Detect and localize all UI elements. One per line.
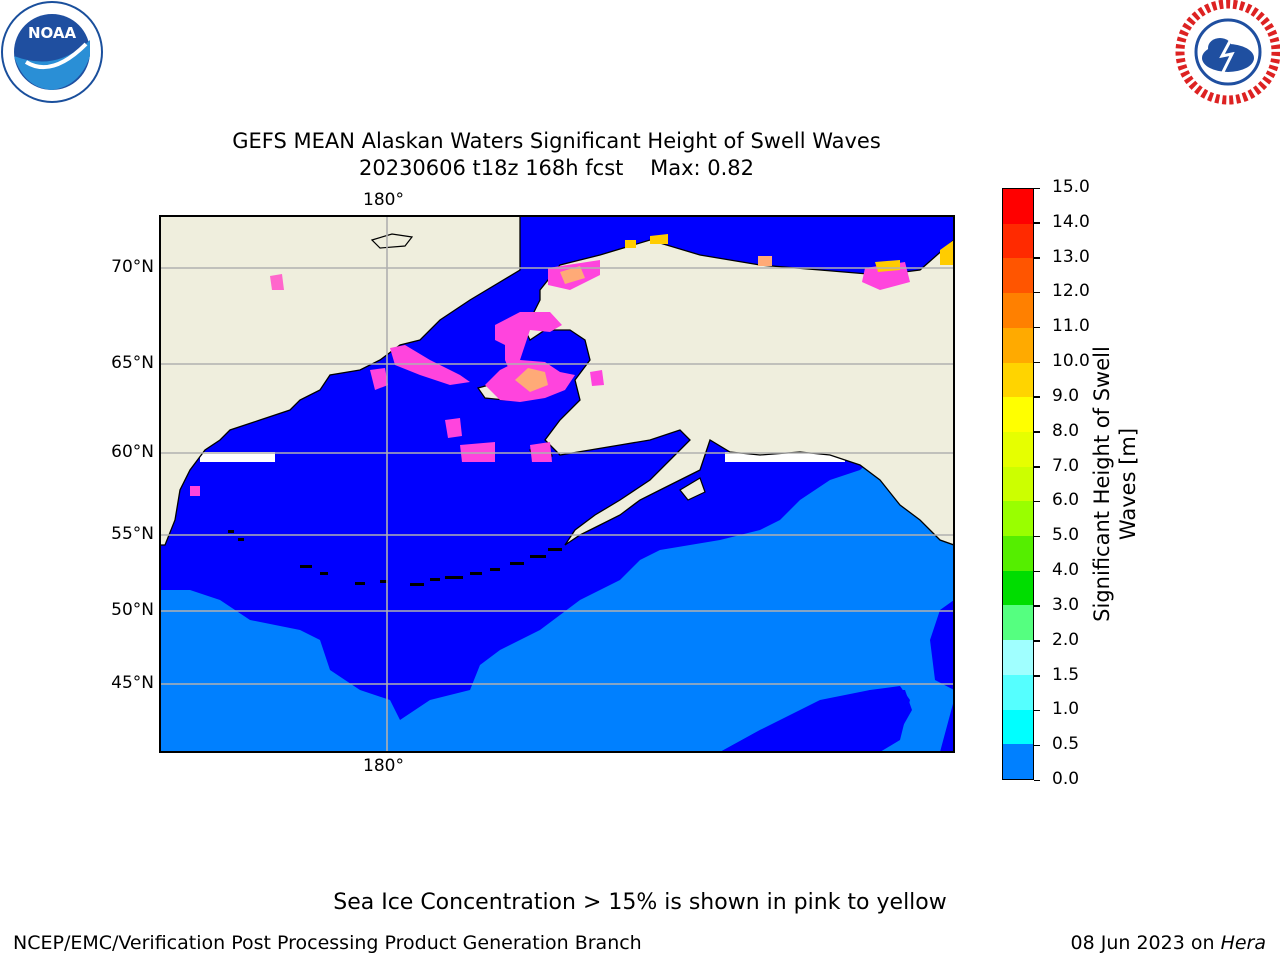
kodiak-island <box>679 477 706 501</box>
masked-band <box>725 452 845 462</box>
masked-band-west <box>200 452 275 462</box>
lon-label-top: 180° <box>363 190 404 210</box>
colorbar-tick <box>1034 187 1040 189</box>
colorbar-tick-label: 1.0 <box>1052 699 1080 720</box>
colorbar-bin <box>1003 674 1033 710</box>
colorbar-bin <box>1003 466 1033 502</box>
colorbar-tick-label: 2.0 <box>1052 629 1080 650</box>
nws-logo <box>1175 0 1280 105</box>
colorbar-tick-label: 8.0 <box>1052 420 1080 441</box>
colorbar-bin <box>1003 293 1033 328</box>
figure-title-line1: GEFS MEAN Alaskan Waters Significant Hei… <box>232 129 881 153</box>
ocean-swell-0.5-1m <box>160 452 954 752</box>
host-name: Hera <box>1220 932 1266 954</box>
colorbar-tick <box>1034 257 1040 259</box>
colorbar-tick <box>1034 361 1040 364</box>
colorbar-tick <box>1034 570 1040 573</box>
colorbar-bin <box>1003 189 1033 224</box>
colorbar-tick-label: 9.0 <box>1052 385 1080 406</box>
noaa-logo: NOAA <box>0 0 104 104</box>
colorbar-tick-label: 10.0 <box>1052 351 1090 372</box>
ocean-swell-low-edge <box>930 600 954 690</box>
colorbar-bin <box>1003 536 1033 571</box>
date-value: 08 Jun 2023 on <box>1070 932 1221 954</box>
svg-text:NOAA: NOAA <box>28 24 77 42</box>
colorbar-bin <box>1003 223 1033 259</box>
map-frame <box>159 215 955 753</box>
colorbar-tick <box>1034 605 1040 607</box>
colorbar-bin <box>1003 709 1033 745</box>
colorbar-tick-label: 15.0 <box>1052 177 1090 197</box>
colorbar-tick <box>1034 779 1040 781</box>
lat-label-70: 70°N <box>111 257 154 277</box>
colorbar-bin <box>1003 362 1033 398</box>
map-gridlines <box>160 216 954 752</box>
colorbar-tick <box>1034 291 1040 294</box>
colorbar-tick-label: 13.0 <box>1052 246 1090 267</box>
colorbar-tick <box>1034 326 1040 329</box>
colorbar-ticks: 15.0 14.0 13.0 12.0 11.0 10.0 9.0 8.0 7.0 6.0 5.0 4… <box>1034 177 1114 789</box>
colorbar-tick <box>1034 535 1040 538</box>
colorbar-bin <box>1003 744 1033 779</box>
colorbar-tick <box>1034 222 1040 224</box>
lat-label-45: 45°N <box>111 673 154 693</box>
colorbar-tick <box>1034 431 1040 433</box>
lon-label-bottom: 180° <box>363 756 404 776</box>
colorbar-tick-label: 7.0 <box>1052 455 1080 476</box>
colorbar-tick-label: 14.0 <box>1052 211 1090 232</box>
colorbar-bin <box>1003 501 1033 537</box>
lat-label-65: 65°N <box>111 353 154 373</box>
colorbar-bin <box>1003 605 1033 641</box>
colorbar-tick <box>1034 396 1040 398</box>
siberia-land <box>160 216 521 546</box>
colorbar-bin <box>1003 640 1033 675</box>
alaska-land <box>524 239 954 546</box>
colorbar-bin <box>1003 570 1033 606</box>
credit-text: NCEP/EMC/Verification Post Processing Pr… <box>13 932 642 954</box>
colorbar-label: Significant Height of Swell Waves [m] <box>1090 346 1140 622</box>
colorbar-tick <box>1034 744 1040 747</box>
colorbar-tick-label: 4.0 <box>1052 560 1080 581</box>
colorbar-tick-label: 11.0 <box>1052 316 1090 337</box>
sea-ice-note: Sea Ice Concentration > 15% is shown in … <box>333 890 947 915</box>
colorbar-tick-label: 12.0 <box>1052 281 1090 302</box>
colorbar-tick-label: 0.5 <box>1052 734 1080 755</box>
colorbar <box>1002 188 1034 780</box>
aleutian-islands <box>228 530 562 586</box>
lat-label-50: 50°N <box>111 600 154 620</box>
colorbar-bin <box>1003 431 1033 467</box>
figure-title-line2: 20230606 t18z 168h fcst Max: 0.82 <box>358 156 755 180</box>
colorbar-tick-label: 5.0 <box>1052 525 1080 546</box>
date-text: 08 Jun 2023 on Hera <box>1071 932 1266 954</box>
colorbar-tick-label: 1.5 <box>1052 664 1080 685</box>
colorbar-tick-label: 3.0 <box>1052 594 1080 615</box>
lat-label-55: 55°N <box>111 524 154 544</box>
colorbar-tick <box>1034 466 1040 468</box>
colorbar-tick <box>1034 500 1040 503</box>
colorbar-tick <box>1034 709 1040 712</box>
wrangel-island <box>370 233 414 249</box>
colorbar-bin <box>1003 258 1033 294</box>
colorbar-tick <box>1034 675 1040 677</box>
colorbar-tick <box>1034 640 1040 642</box>
ocean-swell-low-patch <box>720 690 912 752</box>
colorbar-tick-label: 0.0 <box>1052 769 1080 789</box>
colorbar-tick-label: 6.0 <box>1052 490 1080 511</box>
lat-label-60: 60°N <box>111 442 154 462</box>
colorbar-bin <box>1003 327 1033 363</box>
colorbar-bin <box>1003 397 1033 432</box>
